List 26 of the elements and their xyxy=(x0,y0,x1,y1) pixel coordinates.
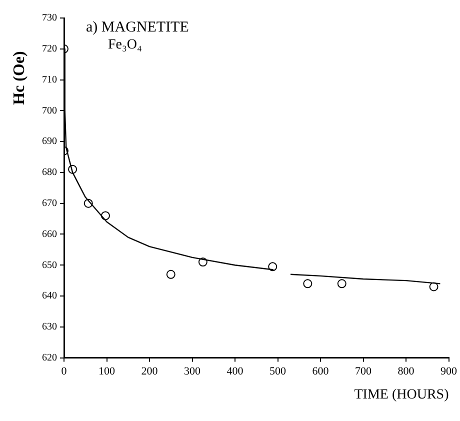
x-tick-label: 300 xyxy=(184,365,201,378)
x-tick-label: 200 xyxy=(141,365,158,378)
y-tick-label: 630 xyxy=(42,322,57,333)
chart-title: a) MAGNETITE xyxy=(86,19,189,36)
y-tick-label: 620 xyxy=(42,352,57,364)
y-tick-label: 730 xyxy=(42,12,57,24)
y-tick-label: 690 xyxy=(42,136,57,148)
y-axis-title: Hc (Oe) xyxy=(11,51,28,105)
y-tick-label: 650 xyxy=(42,260,57,271)
x-tick-label: 800 xyxy=(398,365,415,378)
y-tick-label: 700 xyxy=(42,105,57,116)
x-tick-label: 0 xyxy=(61,365,68,378)
x-tick-label: 600 xyxy=(312,365,330,378)
y-tick-label: 720 xyxy=(42,44,57,55)
x-tick-label: 400 xyxy=(226,365,244,378)
x-tick-label: 500 xyxy=(270,365,286,378)
x-tick-label: 100 xyxy=(98,365,116,378)
y-tick-label: 660 xyxy=(42,228,57,240)
y-tick-label: 680 xyxy=(42,167,57,178)
y-tick-label: 640 xyxy=(42,290,57,302)
text: Fe₃O₄ xyxy=(108,38,142,53)
y-tick-label: 710 xyxy=(42,74,57,86)
x-tick-label: 900 xyxy=(440,365,458,378)
x-tick-label: 700 xyxy=(355,365,372,378)
y-tick-label: 670 xyxy=(42,198,57,209)
x-axis-title: TIME (HOURS) xyxy=(354,387,450,402)
